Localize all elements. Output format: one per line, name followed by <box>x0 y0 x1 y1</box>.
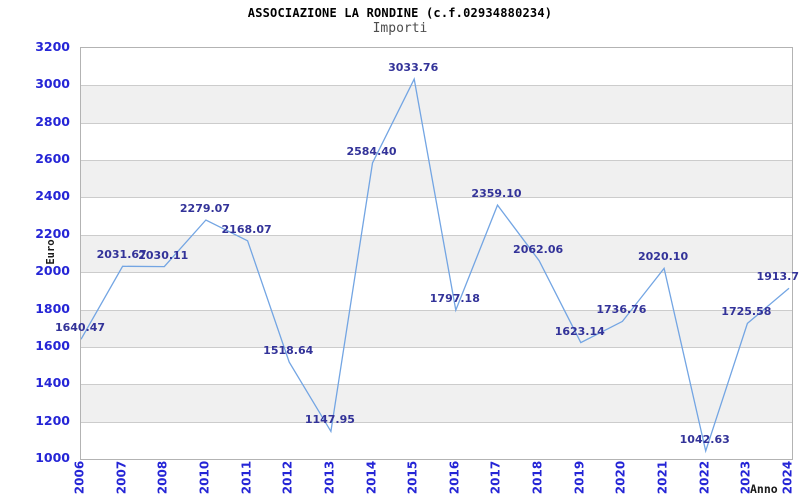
gridline <box>81 272 792 274</box>
x-tick-label: 2016 <box>447 460 462 495</box>
x-tick-label: 2021 <box>655 460 670 495</box>
data-point-label: 1147.95 <box>304 413 355 427</box>
background-band <box>81 384 792 422</box>
data-point-label: 2062.06 <box>513 242 564 256</box>
y-tick-label: 3200 <box>35 39 70 54</box>
x-tick-label: 2012 <box>280 460 295 495</box>
y-tick-label: 3000 <box>35 76 70 92</box>
background-band <box>81 160 792 198</box>
background-band <box>81 309 792 347</box>
x-tick-label: 2013 <box>322 460 337 495</box>
data-point-label: 3033.76 <box>388 61 439 75</box>
data-point-label: 1623.14 <box>554 324 605 338</box>
y-tick-label: 1800 <box>35 300 70 316</box>
y-tick-label: 1200 <box>35 412 70 428</box>
background-band <box>81 85 792 123</box>
chart-title: ASSOCIAZIONE LA RONDINE (c.f.02934880234… <box>247 6 553 20</box>
data-point-label: 1042.63 <box>679 433 730 447</box>
gridline <box>81 85 792 87</box>
data-point-label: 2584.40 <box>346 145 397 158</box>
y-tick-label: 1000 <box>35 450 70 465</box>
x-tick-label: 2019 <box>572 460 587 495</box>
y-tick-label: 2600 <box>35 151 70 167</box>
gridline <box>81 421 792 423</box>
chart-subtitle: Importi <box>372 21 428 36</box>
x-tick-label: 2015 <box>405 460 420 495</box>
gridline <box>81 234 792 236</box>
x-tick-label: 2008 <box>155 460 170 495</box>
x-tick-label: 2017 <box>488 460 503 495</box>
data-point-label: 2359.10 <box>471 187 522 201</box>
line-chart-canvas <box>81 77 790 454</box>
data-point-label: 2020.10 <box>637 250 689 264</box>
background-band <box>81 234 792 273</box>
data-point-label: 1736.76 <box>596 303 647 317</box>
gridline <box>81 346 792 348</box>
x-tick-label: 2024 <box>780 460 795 495</box>
y-tick-label: 2800 <box>35 113 70 129</box>
gridline <box>81 197 792 199</box>
gridline <box>81 122 792 124</box>
x-tick-label: 2006 <box>72 460 87 495</box>
data-point-label: 2031.67 <box>96 248 147 262</box>
x-tick-label: 2010 <box>197 460 212 495</box>
y-tick-label: 1600 <box>35 337 70 353</box>
importi-line-series <box>81 77 790 454</box>
x-tick-label: 2014 <box>364 460 379 495</box>
x-tick-label: 2020 <box>613 460 628 495</box>
data-point-label: 2168.07 <box>221 222 272 236</box>
data-point-label: 1725.58 <box>721 305 772 319</box>
x-tick-label: 2007 <box>114 460 129 495</box>
data-point-label: 2279.07 <box>179 202 230 216</box>
x-tick-label: 2022 <box>697 460 712 495</box>
x-tick-label: 2018 <box>530 460 545 495</box>
y-tick-label: 2400 <box>35 188 70 204</box>
y-tick-label: 1400 <box>35 375 70 391</box>
data-point-label: 2030.11 <box>138 248 189 262</box>
data-point-label: 1913.7 <box>756 270 799 284</box>
x-axis-title: Anno <box>750 482 778 496</box>
gridline <box>81 309 792 311</box>
gridline <box>81 384 792 386</box>
data-point-label: 1518.64 <box>263 344 314 358</box>
x-tick-label: 2011 <box>239 460 254 495</box>
data-point-label: 1640.47 <box>54 321 106 335</box>
gridline <box>81 160 792 162</box>
plot-area <box>80 47 793 460</box>
y-tick-label: 2000 <box>35 263 70 279</box>
data-point-label: 1797.18 <box>429 292 480 306</box>
y-tick-label: 2200 <box>35 225 70 241</box>
